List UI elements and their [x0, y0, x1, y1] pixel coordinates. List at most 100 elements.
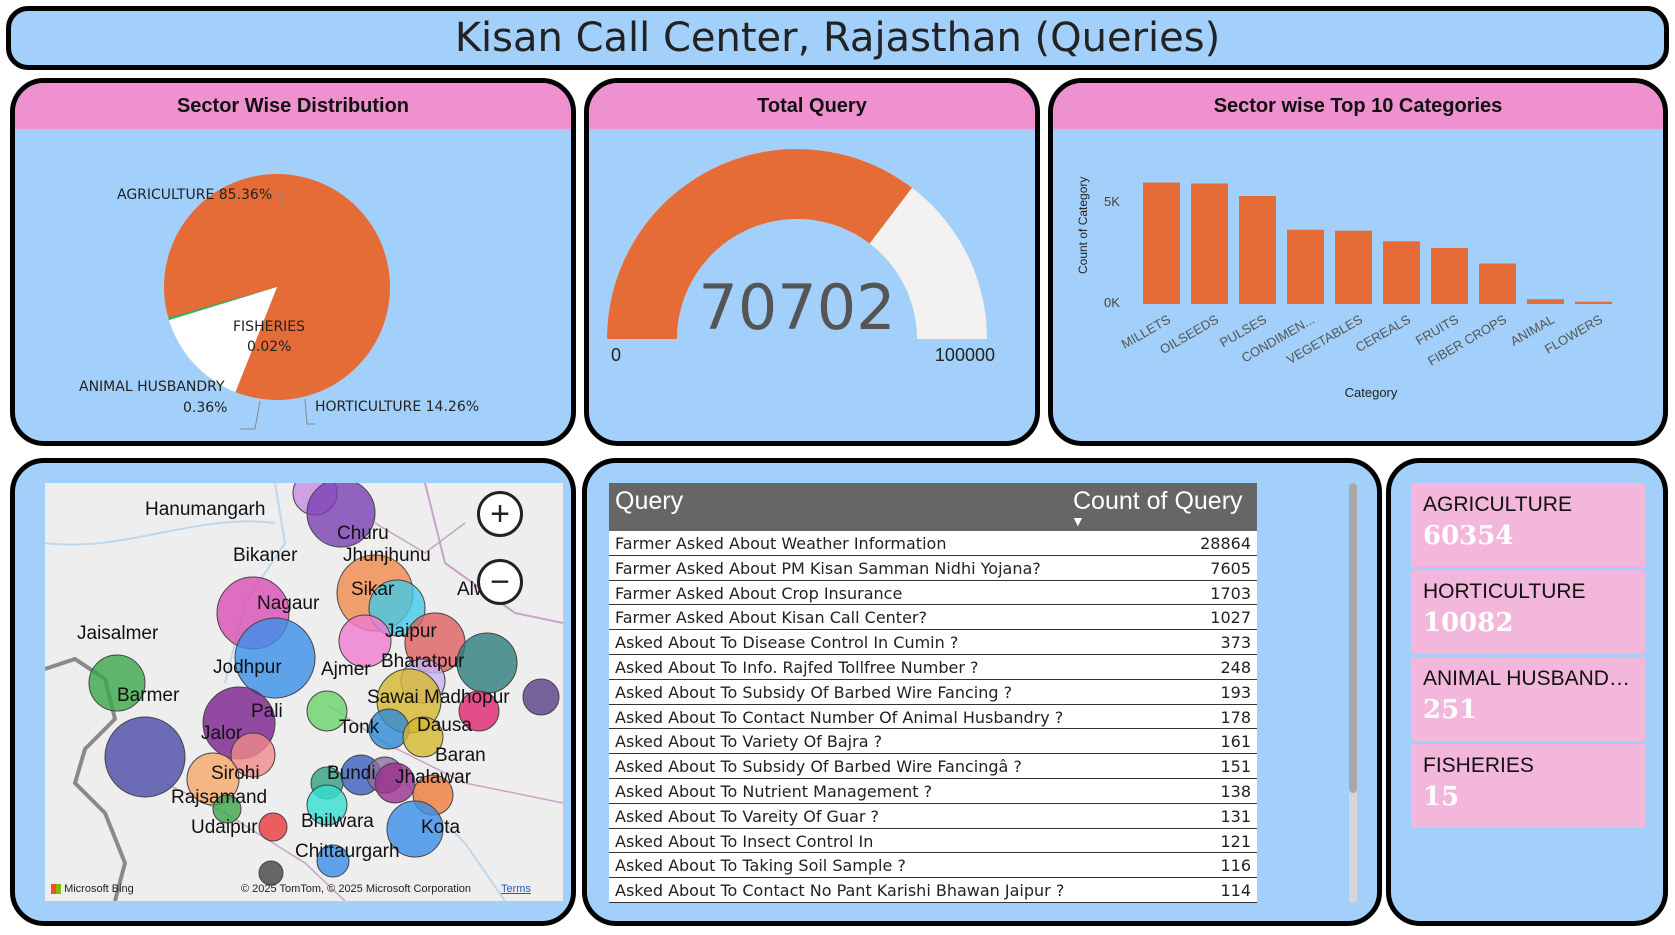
bar-animal[interactable]: [1527, 299, 1564, 304]
map-city-label: Jalor: [201, 723, 243, 744]
top-categories-card: Sector wise Top 10 Categories Count of C…: [1048, 78, 1668, 446]
district-map-card: HanumangarhChuruBikanerJhunjhunuSikarAlw…: [10, 458, 576, 926]
bar-ylabel: Count of Category: [1076, 177, 1090, 274]
map-bubble[interactable]: [234, 617, 316, 699]
map-city-label: Barmer: [117, 685, 180, 706]
count-cell: 138: [1220, 781, 1251, 801]
pie-slice-animal[interactable]: [168, 287, 277, 321]
pie-slice-fisheries[interactable]: [168, 287, 277, 318]
table-row[interactable]: Asked About To Vareity Of Guar ? 131: [609, 803, 1257, 829]
count-cell: 178: [1220, 707, 1251, 727]
bar-oilseeds[interactable]: [1191, 183, 1228, 304]
query-cell: Farmer Asked About Kisan Call Center?: [615, 608, 927, 628]
table-row[interactable]: Farmer Asked About Weather Information 28…: [609, 531, 1257, 556]
bar-vegetables[interactable]: [1335, 230, 1372, 304]
column-header-query[interactable]: Query: [615, 487, 684, 515]
total-query-card: Total Query 70702 0 100000: [584, 78, 1040, 446]
query-cell: Farmer Asked About Crop Insurance: [615, 583, 903, 603]
map-city-label: Nagaur: [257, 593, 320, 614]
map-bubble[interactable]: [338, 614, 392, 668]
map-bubble[interactable]: [402, 716, 444, 758]
bar-fruits[interactable]: [1431, 248, 1468, 304]
gauge-fill: [607, 148, 913, 339]
map-city-label: Sikar: [351, 579, 395, 600]
table-row[interactable]: Asked About To Subsidy Of Barbed Wire Fa…: [609, 754, 1257, 779]
map-bubble[interactable]: [306, 690, 348, 732]
map-bubble[interactable]: [258, 812, 288, 842]
zoom-out-button[interactable]: −: [477, 559, 523, 605]
bar-millets[interactable]: [1143, 182, 1180, 305]
map-city-label: Bharatpur: [381, 651, 465, 672]
bar-ytick-0k: 0K: [1104, 295, 1120, 310]
table-row[interactable]: Farmer Asked About PM Kisan Samman Nidhi…: [609, 555, 1257, 581]
map-city-label: Jhunjhunu: [343, 545, 431, 566]
map-bubble[interactable]: [186, 752, 240, 806]
bar-condimen-[interactable]: [1287, 229, 1324, 304]
table-row[interactable]: Asked About To Variety Of Bajra ? 161: [609, 729, 1257, 755]
map-bubble[interactable]: [258, 860, 284, 886]
district-map[interactable]: HanumangarhChuruBikanerJhunjhunuSikarAlw…: [45, 483, 563, 901]
table-row[interactable]: Farmer Asked About Kisan Call Center? 102…: [609, 605, 1257, 631]
column-header-count-label: Count of Query: [1073, 487, 1243, 515]
bar-fiber-crops[interactable]: [1479, 263, 1516, 305]
map-terms-link[interactable]: Terms: [501, 883, 531, 895]
pie-label-fisheries-name: FISHERIES: [233, 319, 305, 335]
map-city-label: Jhalawar: [395, 767, 472, 788]
table-row[interactable]: Asked About To Info. Rajfed Tollfree Num…: [609, 654, 1257, 680]
bar-ytick-5k: 5K: [1104, 194, 1120, 209]
pie-slice-horticulture[interactable]: [168, 287, 277, 393]
count-cell: 1703: [1210, 583, 1251, 603]
map-bubble[interactable]: [522, 678, 560, 716]
map-bubble[interactable]: [316, 844, 350, 878]
sector-distribution-card: Sector Wise Distribution AGRICULTURE 85.…: [10, 78, 576, 446]
zoom-in-button[interactable]: +: [477, 491, 523, 537]
pie-label-agriculture: AGRICULTURE 85.36%: [117, 187, 272, 203]
query-cell: Asked About To Variety Of Bajra ?: [615, 732, 883, 752]
column-header-count[interactable]: Count of Query ▼: [1067, 483, 1257, 531]
map-city-label: Baran: [435, 745, 486, 766]
map-bubble[interactable]: [456, 632, 518, 694]
sector-distribution-header: Sector Wise Distribution: [15, 83, 571, 129]
table-row[interactable]: Asked About To Disease Control In Cumin …: [609, 630, 1257, 655]
table-row[interactable]: Asked About To Contact No Pant Karishi B…: [609, 878, 1257, 903]
table-row[interactable]: Asked About To Contact Number Of Animal …: [609, 704, 1257, 730]
sector-pie-chart: AGRICULTURE 85.36% FISHERIES 0.02% ANIMA…: [79, 174, 479, 430]
map-city-label: Sawai Madhopur: [367, 687, 510, 708]
map-city-label: Jaipur: [385, 621, 437, 642]
table-row[interactable]: Farmer Asked About Crop Insurance 1703: [609, 580, 1257, 606]
map-city-label: Bhilwara: [301, 811, 374, 832]
map-city-label: Rajsamand: [171, 787, 267, 808]
bar-cereals[interactable]: [1383, 241, 1420, 304]
table-row[interactable]: Asked About To Taking Soil Sample ? 116: [609, 853, 1257, 879]
total-query-header: Total Query: [589, 83, 1035, 129]
map-bubble[interactable]: [230, 732, 276, 778]
dashboard-title: Kisan Call Center, Rajasthan (Queries): [454, 15, 1221, 61]
table-row[interactable]: Asked About To Subsidy Of Barbed Wire Fa…: [609, 679, 1257, 705]
kpi-value: 60354: [1423, 521, 1514, 551]
map-bubble[interactable]: [88, 654, 146, 712]
query-cell: Asked About To Contact No Pant Karishi B…: [615, 881, 1065, 901]
map-city-label: Hanumangarh: [145, 499, 265, 520]
kpi-value: 15: [1423, 782, 1460, 812]
bar-pulses[interactable]: [1239, 196, 1276, 304]
map-bubble[interactable]: [306, 784, 348, 826]
query-cell: Farmer Asked About Weather Information: [615, 534, 947, 553]
top-categories-header: Sector wise Top 10 Categories: [1053, 83, 1663, 129]
bar-flowers[interactable]: [1575, 301, 1612, 304]
table-scrollbar[interactable]: [1349, 483, 1357, 903]
map-canvas: HanumangarhChuruBikanerJhunjhunuSikarAlw…: [45, 483, 563, 901]
kpi-label: AGRICULTURE: [1423, 493, 1572, 516]
table-scrollbar-thumb[interactable]: [1349, 483, 1357, 793]
map-bubble[interactable]: [212, 794, 242, 824]
map-city-label: Bundi: [327, 763, 376, 784]
map-bubble[interactable]: [458, 690, 500, 732]
table-row[interactable]: Asked About To Nutrient Management ? 138: [609, 778, 1257, 804]
kpi-tile-horticulture: HORTICULTURE 10082: [1411, 570, 1645, 654]
map-bubble[interactable]: [306, 483, 376, 548]
table-row[interactable]: Asked About To Insect Control In 121: [609, 828, 1257, 854]
map-bubble[interactable]: [386, 800, 444, 858]
map-bubble[interactable]: [374, 762, 416, 804]
dashboard-title-bar: Kisan Call Center, Rajasthan (Queries): [6, 6, 1669, 70]
count-cell: 161: [1220, 732, 1251, 752]
map-bubble[interactable]: [104, 716, 186, 798]
